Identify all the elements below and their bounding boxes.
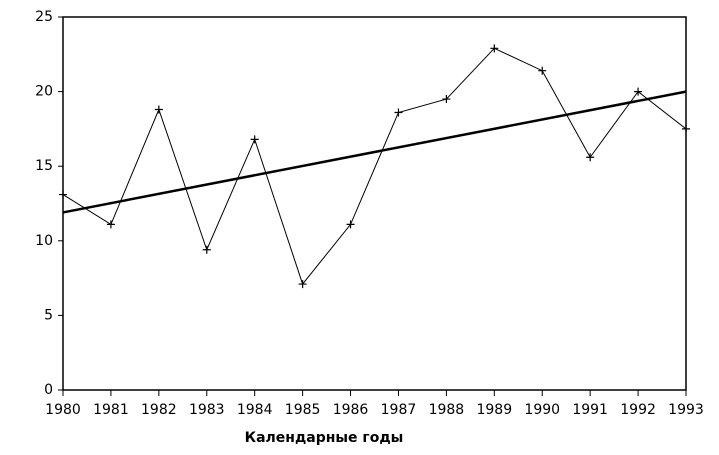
x-tick-label: 1993 — [668, 402, 704, 418]
point-marker — [298, 280, 307, 289]
point-marker — [346, 220, 355, 229]
x-tick-label: 1981 — [93, 402, 129, 418]
point-marker — [202, 245, 211, 254]
y-tick-label: 15 — [35, 158, 53, 174]
point-marker — [154, 105, 163, 114]
y-tick-label: 20 — [35, 84, 53, 100]
point-marker — [442, 95, 451, 104]
trend-line — [62, 90, 687, 214]
x-tick-label: 1988 — [429, 402, 465, 418]
point-marker — [586, 153, 595, 162]
point-marker — [250, 135, 259, 144]
series-line — [62, 47, 687, 286]
x-tick-label: 1987 — [381, 402, 417, 418]
x-axis-label: Календарные годы — [245, 430, 404, 446]
y-tick-label: 0 — [44, 382, 53, 398]
x-tick-label: 1992 — [620, 402, 656, 418]
x-tick-label: 1985 — [285, 402, 321, 418]
x-tick-label: 1982 — [141, 402, 177, 418]
plot-frame — [62, 16, 687, 391]
y-tick-label: 10 — [35, 233, 53, 249]
point-marker — [59, 190, 67, 199]
x-tick-label: 1989 — [476, 402, 512, 418]
point-marker — [634, 87, 643, 96]
x-tick-label: 1980 — [45, 402, 81, 418]
x-tick-label: 1986 — [333, 402, 369, 418]
x-tick-label: 1983 — [189, 402, 225, 418]
point-marker — [394, 108, 403, 117]
point-marker — [682, 124, 690, 133]
x-tick-label: 1990 — [524, 402, 560, 418]
x-tick-label: 1991 — [572, 402, 608, 418]
y-tick-label: 5 — [44, 307, 53, 323]
x-tick-label: 1984 — [237, 402, 273, 418]
y-tick-label: 25 — [35, 9, 53, 25]
point-marker — [538, 66, 547, 75]
point-marker — [490, 44, 499, 53]
point-marker — [106, 220, 115, 229]
